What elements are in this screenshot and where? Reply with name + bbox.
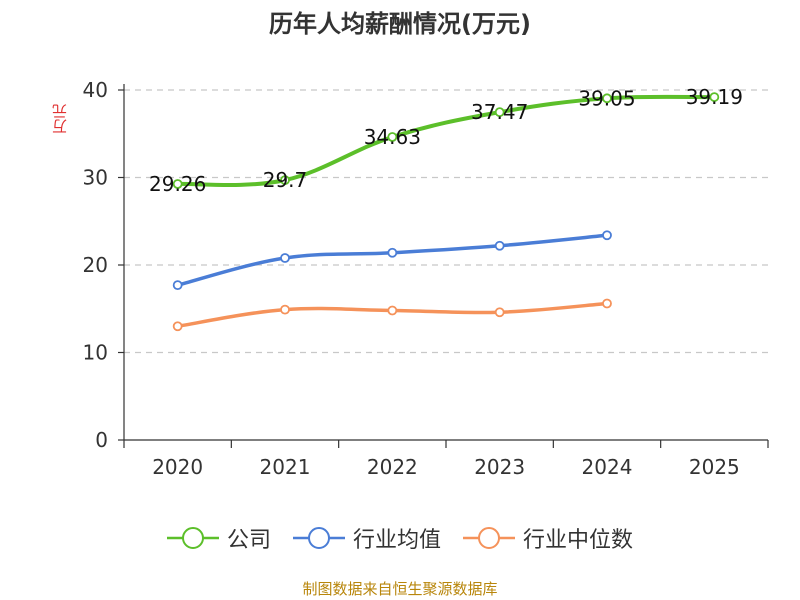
data-label-company: 29.26 xyxy=(149,172,206,196)
x-tick-label: 2022 xyxy=(367,455,418,479)
legend-swatch-industry-mean xyxy=(292,527,345,549)
x-tick-label: 2024 xyxy=(582,455,633,479)
data-point-company xyxy=(709,92,720,102)
data-point-industry-median xyxy=(280,304,290,315)
x-tick-label: 2021 xyxy=(260,455,311,479)
data-label-company: 39.19 xyxy=(686,85,743,109)
data-point-industry-mean xyxy=(387,247,398,258)
data-point-industry-mean xyxy=(280,253,290,263)
data-point-industry-median xyxy=(387,305,398,316)
legend-label-industry-median: 行业中位数 xyxy=(523,528,634,553)
data-point-industry-median xyxy=(172,321,183,332)
chart-title: 历年人均薪酬情况(万元) xyxy=(269,10,531,38)
data-point-industry-mean xyxy=(494,240,505,251)
data-point-company xyxy=(172,179,183,189)
data-source-note: 制图数据来自恒生聚源数据库 xyxy=(302,580,498,598)
legend-label-industry-mean: 行业均值 xyxy=(352,528,441,553)
data-point-industry-mean xyxy=(172,280,183,291)
legend-label-company: 公司 xyxy=(226,528,271,553)
y-tick-label: 0 xyxy=(95,428,108,452)
y-tick-label: 30 xyxy=(83,166,108,190)
data-point-company xyxy=(602,93,612,104)
legend-swatch-industry-median xyxy=(463,527,515,549)
data-label-company: 39.05 xyxy=(578,86,635,110)
x-tick-label: 2023 xyxy=(474,455,525,479)
data-label-company: 29.7 xyxy=(263,168,308,192)
data-label-company: 34.63 xyxy=(364,125,421,149)
series-line-industry-mean xyxy=(177,233,608,287)
data-point-company xyxy=(494,107,505,118)
data-point-industry-median xyxy=(602,298,612,309)
legend-item-industry-median[interactable]: 行业中位数 xyxy=(463,522,633,554)
data-point-company xyxy=(387,132,398,142)
legend-item-company[interactable]: 公司 xyxy=(166,522,271,554)
data-point-industry-mean xyxy=(602,230,612,241)
x-tick-label: 2025 xyxy=(689,455,740,479)
x-tick-label: 2020 xyxy=(152,455,203,479)
series-line-company xyxy=(177,94,715,187)
legend-item-industry-mean[interactable]: 行业均值 xyxy=(292,522,441,554)
y-tick-label: 10 xyxy=(83,341,108,365)
data-point-industry-median xyxy=(494,307,505,318)
data-label-company: 37.47 xyxy=(471,100,528,124)
legend: 公司 行业均值 行业中位数 xyxy=(0,520,800,556)
legend-swatch-company xyxy=(166,527,219,549)
data-point-company xyxy=(280,175,290,186)
y-tick-label: 40 xyxy=(83,78,108,102)
y-tick-label: 20 xyxy=(83,253,108,277)
